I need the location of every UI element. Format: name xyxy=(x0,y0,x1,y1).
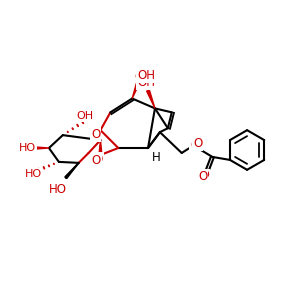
Text: HO: HO xyxy=(19,143,36,153)
Polygon shape xyxy=(147,90,155,108)
Polygon shape xyxy=(132,82,140,98)
Text: H: H xyxy=(150,153,158,163)
Text: HO: HO xyxy=(47,183,64,193)
Text: O: O xyxy=(193,136,202,150)
Text: O: O xyxy=(200,170,209,180)
Text: OH: OH xyxy=(134,72,152,82)
Text: O: O xyxy=(91,128,100,141)
Polygon shape xyxy=(99,140,102,155)
Text: OH: OH xyxy=(76,111,93,121)
Text: O: O xyxy=(198,170,207,183)
Text: O: O xyxy=(190,139,199,152)
Polygon shape xyxy=(65,163,79,178)
Text: HO: HO xyxy=(25,169,42,179)
Text: O: O xyxy=(94,153,103,167)
Text: OH: OH xyxy=(137,76,155,89)
Text: OH: OH xyxy=(136,79,154,88)
Polygon shape xyxy=(33,147,49,149)
Text: HO: HO xyxy=(49,183,67,196)
Text: OH: OH xyxy=(137,69,155,82)
Text: O: O xyxy=(92,154,101,167)
Text: H: H xyxy=(152,152,160,164)
